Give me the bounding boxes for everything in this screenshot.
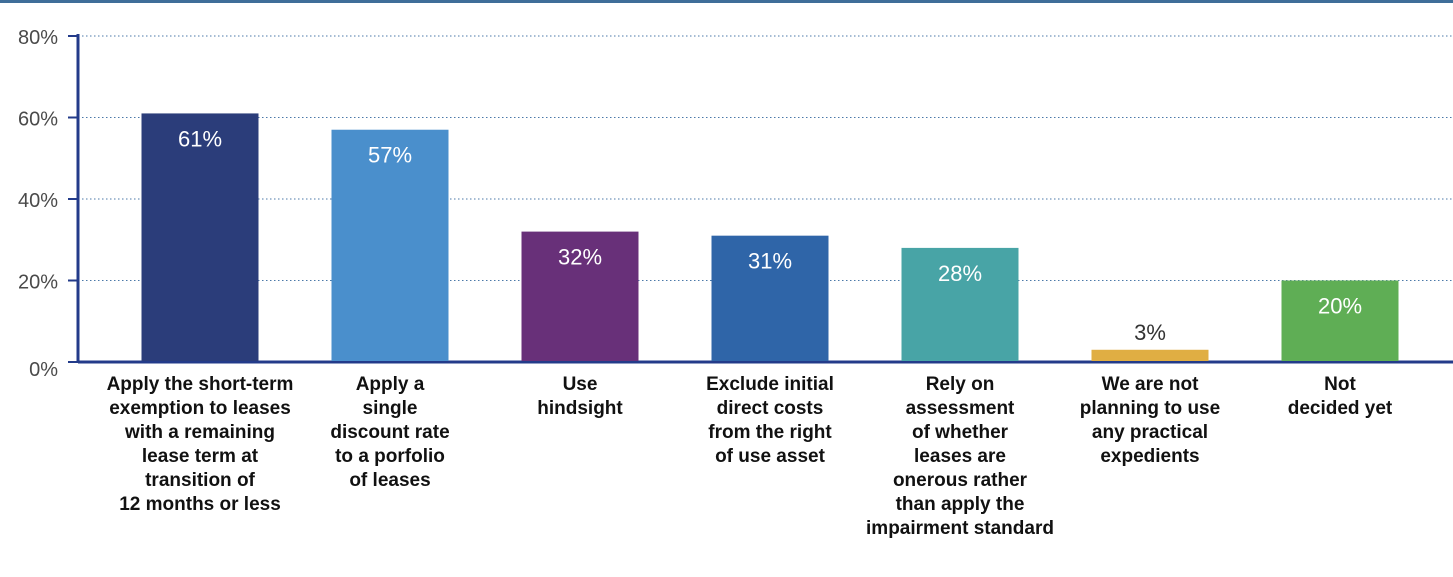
category-label: Apply a single discount rate to a porfolio o… — [290, 373, 490, 493]
category-label: Exclude initial direct costs from the righ… — [670, 373, 870, 469]
category-label-line: to a porfolio — [335, 446, 445, 467]
category-label-line: than apply the — [895, 494, 1025, 515]
category-label-line: of use asset — [715, 446, 825, 467]
category-label-line: Not — [1324, 374, 1356, 395]
y-tick-label: 60% — [18, 109, 58, 131]
category-label-line: Rely on — [925, 374, 995, 395]
category-label: Rely on assessment of whether leases are one… — [860, 373, 1060, 541]
category-label: Apply the short-term exemption to leases w… — [100, 373, 300, 517]
bar — [711, 235, 829, 361]
data-label: 31% — [748, 249, 792, 274]
top-rule — [0, 0, 1453, 3]
bar — [331, 129, 449, 361]
category-label-line: of leases — [349, 470, 431, 491]
category-label: Not decided yet — [1240, 373, 1440, 421]
y-tick-label: 0% — [29, 359, 58, 381]
data-label: 32% — [558, 245, 602, 270]
category-label-line: leases are — [914, 446, 1006, 467]
data-label: 3% — [1134, 320, 1166, 345]
category-label-line: any practical — [1091, 422, 1209, 443]
category-label: We are not planning to use any practical ex… — [1050, 373, 1250, 469]
data-label: 61% — [178, 126, 222, 151]
data-label: 28% — [938, 261, 982, 286]
category-label-line: assessment — [905, 398, 1015, 419]
category-label-line: with a remaining — [125, 422, 275, 443]
data-label: 57% — [368, 143, 412, 168]
category-label-line: discount rate — [330, 422, 450, 443]
category-label-line: Apply the short-term — [106, 374, 294, 395]
category-label-line: expedients — [1100, 446, 1200, 467]
category-label-line: of whether — [911, 422, 1009, 443]
category-label-line: hindsight — [537, 398, 623, 419]
category-label-line: Exclude initial — [706, 374, 834, 395]
y-tick-label: 80% — [18, 27, 58, 49]
category-label-line: impairment standard — [866, 518, 1054, 539]
category-label-line: Apply a — [355, 374, 425, 395]
bar — [1281, 280, 1399, 361]
category-label: Use hindsight — [480, 373, 680, 421]
category-label-line: decided yet — [1287, 398, 1393, 419]
data-label: 20% — [1318, 294, 1362, 319]
category-label-line: planning to use — [1079, 398, 1221, 419]
category-label-line: from the right — [708, 422, 832, 443]
category-label-line: direct costs — [716, 398, 824, 419]
y-tick-label: 20% — [18, 272, 58, 294]
bar — [1091, 349, 1209, 361]
category-label-line: transition of — [145, 470, 255, 491]
bar — [901, 247, 1019, 361]
category-label-line: We are not — [1101, 374, 1199, 395]
category-label-line: exemption to leases — [109, 398, 291, 419]
bar — [141, 113, 259, 361]
y-tick-label: 40% — [18, 190, 58, 212]
bar — [521, 231, 639, 361]
category-label-line: onerous rather — [892, 470, 1028, 491]
category-label-line: Use — [562, 374, 598, 395]
category-label-line: lease term at — [141, 446, 259, 467]
category-label-line: single — [362, 398, 418, 419]
category-label-line: 12 months or less — [119, 494, 281, 515]
